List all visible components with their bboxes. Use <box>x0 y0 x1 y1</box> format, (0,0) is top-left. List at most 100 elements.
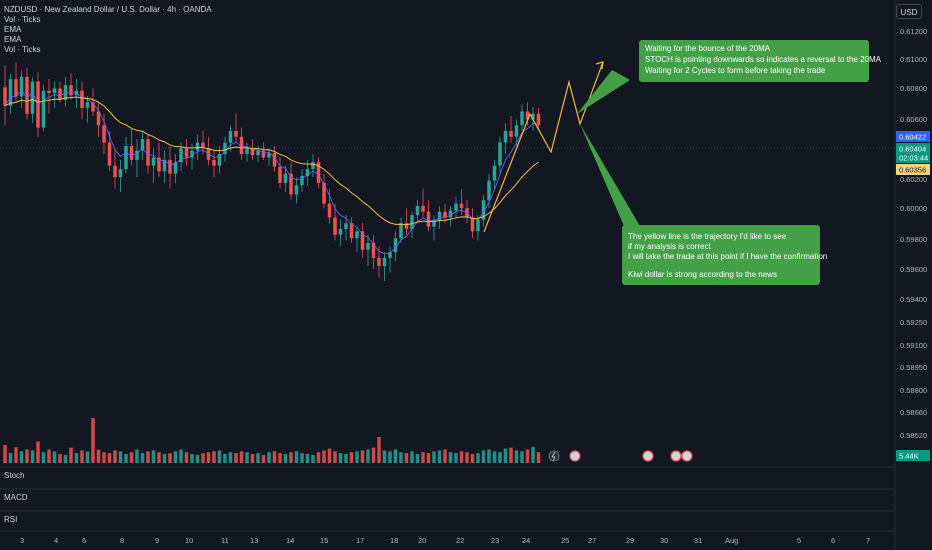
candle-body <box>382 257 387 266</box>
candle-body <box>349 223 354 239</box>
time-label: 29 <box>626 536 634 545</box>
trajectory-arrowhead <box>595 61 604 70</box>
volume-bar <box>333 451 337 463</box>
indicator-legend[interactable]: NZDUSD · New Zealand Dollar / U.S. Dolla… <box>4 5 212 55</box>
countdown-text: 02:03:44 <box>899 154 928 163</box>
time-label: 6 <box>82 536 86 545</box>
volume-bar <box>129 452 134 463</box>
price-label: 0.59250 <box>900 318 927 327</box>
volume-bar <box>217 450 222 463</box>
volume-bar <box>531 446 535 463</box>
volume-bar <box>294 451 299 463</box>
candle-body <box>371 242 376 258</box>
volume-bar <box>399 452 403 463</box>
candle-body <box>377 257 381 266</box>
volume-bar <box>421 452 425 463</box>
candle-body <box>223 142 227 155</box>
volume-bar <box>377 436 381 463</box>
volume-bar <box>426 453 431 463</box>
volume-bar <box>41 452 46 463</box>
volume-bar <box>465 452 469 463</box>
indicator-ema-2[interactable]: EMA <box>4 35 22 44</box>
candle-body <box>366 242 370 250</box>
price-label: 0.61200 <box>900 27 927 36</box>
candle-body <box>135 150 139 160</box>
currency-button[interactable]: USD <box>896 4 922 19</box>
candle-body <box>140 139 145 151</box>
flag-icon <box>670 450 682 462</box>
time-label: 27 <box>588 536 596 545</box>
volume-bar <box>278 453 282 463</box>
candle-body <box>52 88 57 93</box>
candle-body <box>124 146 128 170</box>
volume-bar <box>195 454 200 463</box>
volume-bar <box>113 450 117 463</box>
time-label: 17 <box>356 536 364 545</box>
note-callout-top[interactable]: Waiting for the bounce of the 20MA STOCH… <box>577 40 882 114</box>
symbol-title[interactable]: NZDUSD · New Zealand Dollar / U.S. Dolla… <box>4 5 212 14</box>
note-bottom-line-3: I will take the trade at this point if I… <box>628 252 827 261</box>
candle-body <box>487 180 491 201</box>
candle-body <box>476 219 480 232</box>
candle-body <box>514 125 519 137</box>
candle-body <box>245 148 249 155</box>
candle-body <box>300 175 304 186</box>
pane-macd-label[interactable]: MACD <box>4 493 28 502</box>
candle-body <box>146 139 150 166</box>
candle-body <box>234 131 238 137</box>
candle-body <box>338 228 343 235</box>
volume-bar <box>432 451 436 463</box>
candle-body <box>525 111 530 120</box>
volume-bar <box>349 452 354 463</box>
candle-body <box>421 205 425 212</box>
volume-bar <box>443 449 447 463</box>
event-markers[interactable] <box>548 450 693 462</box>
candle-body <box>388 252 392 258</box>
candle-body <box>118 169 123 178</box>
time-label: 11 <box>221 536 229 545</box>
candle-body <box>41 90 46 128</box>
time-label: 13 <box>250 536 258 545</box>
indicator-volume-2[interactable]: Vol · Ticks <box>4 45 41 54</box>
volume-bar <box>124 454 128 463</box>
note-callout-bottom[interactable]: The yellow line is the trajectory I'd li… <box>580 124 827 285</box>
pane-rsi-label[interactable]: RSI <box>4 515 18 524</box>
indicator-ema-1[interactable]: EMA <box>4 25 22 34</box>
indicator-volume[interactable]: Vol · Ticks <box>4 15 41 24</box>
price-axis[interactable]: 0.61200 0.61000 0.60800 0.60600 0.60200 … <box>900 27 927 440</box>
time-axis[interactable]: 3 4 6 8 9 10 11 13 14 15 16 17 18 20 22 … <box>20 536 870 545</box>
candle-body <box>481 200 486 220</box>
candle-body <box>250 148 255 156</box>
volume-bar <box>283 454 288 463</box>
price-label: 0.58520 <box>900 431 927 440</box>
lightning-icon <box>548 450 560 462</box>
candle-body <box>536 113 541 126</box>
candle-body <box>333 217 337 235</box>
candle-body <box>399 223 403 239</box>
candle-body <box>217 154 222 166</box>
volume-bar <box>470 454 475 463</box>
current-price-text: 0.60404 <box>899 145 926 154</box>
candle-body <box>157 157 161 172</box>
volume-bar <box>536 452 541 463</box>
ema-slow-line <box>4 96 539 226</box>
volume-bar <box>509 447 513 463</box>
volume-bar <box>415 454 420 463</box>
volume-bar <box>459 451 464 463</box>
volume-bars <box>3 418 541 463</box>
volume-bar <box>338 453 343 463</box>
ema-fast-line <box>4 89 539 254</box>
flag-icon <box>642 450 654 462</box>
candle-body <box>69 84 73 96</box>
volume-bar <box>316 452 321 463</box>
volume-bar <box>503 448 508 463</box>
volume-tag-text: 5.44K <box>899 452 919 461</box>
trajectory-line[interactable] <box>483 61 604 233</box>
price-label: 0.59800 <box>900 235 927 244</box>
volume-bar <box>492 451 497 463</box>
candle-body <box>327 203 332 218</box>
price-label: 0.60000 <box>900 204 927 213</box>
pane-stoch-label[interactable]: Stoch <box>4 471 25 480</box>
candle-body <box>173 162 178 174</box>
